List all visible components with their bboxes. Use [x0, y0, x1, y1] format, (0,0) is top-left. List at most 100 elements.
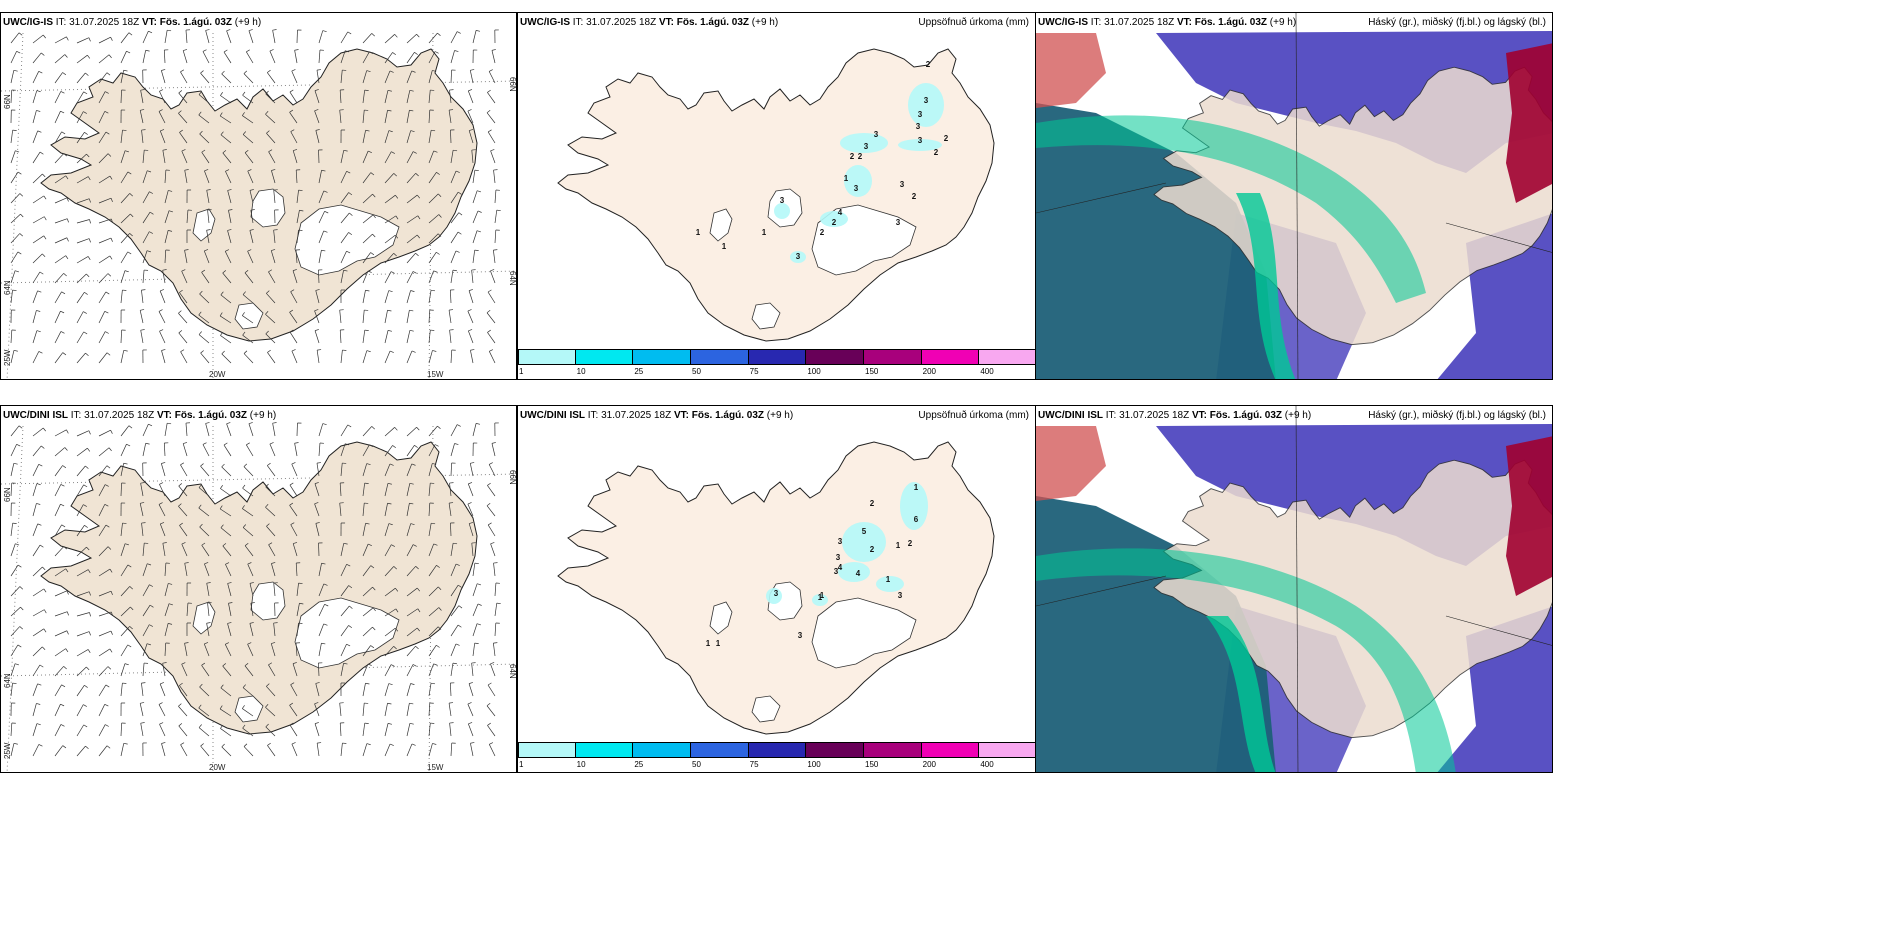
lon-label-20: 20W [209, 370, 226, 379]
legend-swatch [633, 742, 691, 758]
precip-value-label: 3 [896, 218, 901, 227]
panel-field-title: Háský (gr.), miðský (fj.bl.) og lágský (… [1368, 410, 1546, 421]
legend-swatch [921, 742, 980, 758]
panel-header: UWC/IG-IS IT: 31.07.2025 18Z VT: Fös. 1.… [3, 17, 262, 28]
panel-field-title: Háský (gr.), miðský (fj.bl.) og lágský (… [1368, 17, 1546, 28]
low-cloud-area [1036, 103, 1276, 379]
legend-label: 25 [634, 760, 644, 769]
precip-value-label: 6 [914, 515, 919, 524]
precip-value-label: 2 [858, 152, 863, 161]
precip-value-label: 1 [818, 593, 823, 602]
panel-header: UWC/DINI ISL IT: 31.07.2025 18Z VT: Fös.… [1038, 410, 1312, 421]
precip-area [790, 251, 806, 263]
high-cloud-area [1206, 616, 1276, 772]
legend-swatch [633, 349, 691, 365]
precip-value-label: 1 [716, 639, 721, 648]
legend-label: 150 [865, 367, 879, 376]
lon-label-25: 25W [3, 349, 12, 366]
thick-cloud-area [1036, 33, 1106, 108]
precip-value-label: 1 [706, 639, 711, 648]
lat-label-64: 64N [3, 673, 12, 688]
legend-swatch [748, 742, 807, 758]
precip-value-label: 1 [722, 242, 727, 251]
legend-label: 25 [634, 367, 644, 376]
precip-area [820, 211, 848, 227]
legend-label: 50 [692, 367, 701, 376]
lat-label-64: 64N [3, 280, 12, 295]
precip-area [900, 482, 928, 530]
precip-area [844, 165, 872, 197]
precip-value-label: 4 [838, 208, 843, 217]
legend-label: 50 [692, 760, 701, 769]
precip-value-label: 2 [870, 499, 875, 508]
precip-value-label: 4 [856, 569, 861, 578]
legend-swatch [864, 349, 922, 365]
lat-label-66: 66N [3, 487, 12, 502]
cloud-map [1036, 406, 1552, 772]
high-cloud-area [1236, 193, 1296, 379]
precip-value-label: 3 [916, 122, 921, 131]
precip-value-label: 1 [914, 483, 919, 492]
mid-cloud-area [1437, 606, 1552, 772]
panel-field-title: Uppsöfnuð úrkoma (mm) [918, 17, 1029, 28]
precip-value-label: 3 [798, 631, 803, 640]
precip-value-label: 3 [864, 142, 869, 151]
precip-value-label: 3 [838, 537, 843, 546]
panel-header: UWC/DINI ISL IT: 31.07.2025 18Z VT: Fös.… [3, 410, 277, 421]
precip-value-label: 2 [912, 192, 917, 201]
lat-label-66: 66N [3, 94, 12, 109]
precip-value-label: 1 [820, 591, 825, 600]
lon-label-15: 15W [427, 370, 444, 379]
precip-value-label: 1 [886, 575, 891, 584]
precip-value-label: 3 [836, 553, 841, 562]
legend-swatch [518, 349, 576, 365]
precip-value-label: 3 [774, 589, 779, 598]
precip-value-label: 1 [896, 541, 901, 550]
precip-value-label: 5 [862, 527, 867, 536]
wind-panel-dini: UWC/DINI ISL IT: 31.07.2025 18Z VT: Fös.… [0, 405, 517, 773]
high-cloud-area [1036, 548, 1456, 772]
precip-value-label: 3 [780, 196, 785, 205]
legend-swatch [921, 349, 980, 365]
legend-swatch [979, 349, 1035, 365]
wind-map [1, 29, 516, 379]
precip-value-label: 2 [944, 134, 949, 143]
lat-label-64-right: 64N [508, 664, 517, 679]
legend-label: 75 [749, 367, 759, 376]
legend-swatch [979, 742, 1035, 758]
precip-panel-ig: UWC/IG-IS IT: 31.07.2025 18Z VT: Fös. 1.… [517, 12, 1036, 380]
legend-label: 75 [749, 760, 759, 769]
legend-swatch [691, 742, 749, 758]
legend-swatch [806, 742, 864, 758]
legend-label: 10 [576, 760, 586, 769]
precip-value-label: 3 [854, 184, 859, 193]
lat-label-64-right: 64N [508, 271, 517, 286]
precip-value-label: 1 [762, 228, 767, 237]
panel-header: UWC/DINI ISL IT: 31.07.2025 18Z VT: Fös.… [520, 410, 794, 421]
legend-label: 10 [576, 367, 586, 376]
legend-label: 400 [980, 760, 994, 769]
precip-value-label: 3 [898, 591, 903, 600]
precip-value-label: 3 [924, 96, 929, 105]
legend-swatch [518, 742, 576, 758]
legend-label: 150 [865, 760, 879, 769]
legend-swatch [575, 349, 634, 365]
legend-swatch [575, 742, 634, 758]
precip-value-label: 3 [796, 252, 801, 261]
precip-area [842, 522, 886, 562]
legend-label: 100 [807, 367, 821, 376]
thick-cloud-area [1506, 436, 1552, 596]
legend-label: 400 [980, 367, 994, 376]
panel-field-title: Uppsöfnuð úrkoma (mm) [918, 410, 1029, 421]
precip-value-label: 1 [844, 174, 849, 183]
precip-value-label: 2 [926, 60, 931, 69]
precip-area [812, 594, 828, 606]
legend-swatch [864, 742, 922, 758]
lon-label-15: 15W [427, 763, 444, 772]
cloud-panel-ig: UWC/IG-IS IT: 31.07.2025 18Z VT: Fös. 1.… [1035, 12, 1553, 380]
precip-legend: 1 10 25 50 75 100 150 200 400 [518, 742, 1035, 772]
mid-cloud-area [1437, 213, 1552, 379]
panel-header: UWC/IG-IS IT: 31.07.2025 18Z VT: Fös. 1.… [1038, 17, 1297, 28]
